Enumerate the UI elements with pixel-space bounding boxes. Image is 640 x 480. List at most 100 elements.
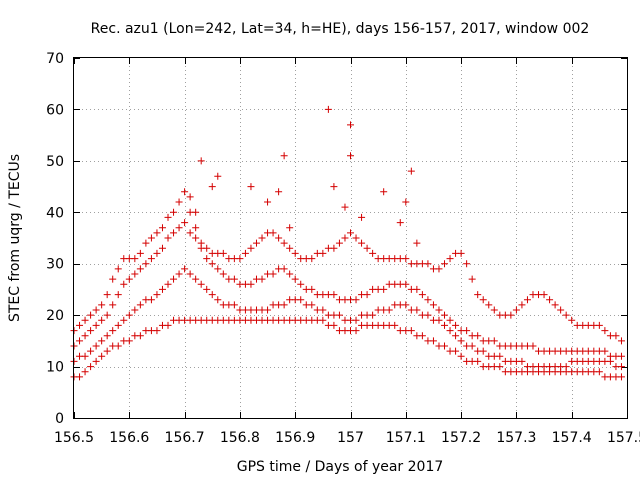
data-point (319, 249, 327, 257)
data-point (380, 188, 388, 196)
x-tick-label: 157.4 (552, 430, 592, 446)
data-point (164, 234, 172, 242)
data-point (441, 342, 449, 350)
data-point (496, 363, 504, 371)
data-point (363, 291, 371, 299)
data-point (529, 342, 537, 350)
data-point (131, 255, 139, 263)
data-point (369, 311, 377, 319)
data-point (98, 352, 106, 360)
data-point (358, 213, 366, 221)
data-point (131, 306, 139, 314)
data-point (474, 357, 482, 365)
data-point (441, 311, 449, 319)
data-point (87, 327, 95, 335)
data-point (330, 321, 338, 329)
data-point (523, 296, 531, 304)
data-point (153, 249, 161, 257)
data-point (125, 337, 133, 345)
data-point (452, 347, 460, 355)
data-point (214, 265, 222, 273)
data-point (341, 234, 349, 242)
data-point (291, 275, 299, 283)
data-point (280, 239, 288, 247)
data-point (208, 183, 216, 191)
data-point (452, 332, 460, 340)
data-point (380, 285, 388, 293)
data-point (369, 249, 377, 257)
data-point (568, 316, 576, 324)
data-point (490, 306, 498, 314)
data-point (446, 316, 454, 324)
x-tick-label: 156.7 (165, 430, 205, 446)
data-point (203, 285, 211, 293)
data-point (595, 321, 603, 329)
data-point (241, 249, 249, 257)
x-tick-label: 157.1 (386, 430, 426, 446)
data-point (81, 368, 89, 376)
data-point (192, 224, 200, 232)
data-point (429, 337, 437, 345)
data-point (402, 280, 410, 288)
data-point (391, 321, 399, 329)
data-point (197, 280, 205, 288)
data-point (617, 337, 625, 345)
data-point (286, 270, 294, 278)
data-point (219, 249, 227, 257)
data-point (230, 301, 238, 309)
data-point (291, 249, 299, 257)
data-point (601, 327, 609, 335)
data-point (319, 316, 327, 324)
data-point (352, 234, 360, 242)
data-point (158, 244, 166, 252)
data-point (407, 167, 415, 175)
data-point (275, 188, 283, 196)
data-point (114, 265, 122, 273)
data-point (269, 270, 277, 278)
data-point (98, 316, 106, 324)
data-point (164, 280, 172, 288)
y-tick-label: 0 (55, 411, 64, 427)
data-point (286, 224, 294, 232)
data-point (269, 229, 277, 237)
data-point (158, 224, 166, 232)
data-point (352, 327, 360, 335)
data-point (341, 203, 349, 211)
data-point (518, 357, 526, 365)
data-point (435, 316, 443, 324)
data-point (252, 239, 260, 247)
data-point (601, 347, 609, 355)
data-point (92, 321, 100, 329)
data-point (186, 270, 194, 278)
data-point (424, 260, 432, 268)
data-point (175, 224, 183, 232)
x-tick-label: 157.5 (607, 430, 640, 446)
data-point (98, 301, 106, 309)
y-tick-label: 30 (46, 257, 64, 273)
data-point (468, 342, 476, 350)
data-point (258, 275, 266, 283)
data-point (76, 321, 84, 329)
data-point (109, 275, 117, 283)
data-point (490, 337, 498, 345)
data-point (170, 275, 178, 283)
data-point (413, 306, 421, 314)
data-point (402, 301, 410, 309)
data-point (181, 219, 189, 227)
data-point (203, 244, 211, 252)
data-point (457, 352, 465, 360)
data-point (452, 321, 460, 329)
y-tick-label: 60 (46, 102, 64, 118)
data-point (507, 311, 515, 319)
data-point (474, 291, 482, 299)
x-tick-label: 157 (337, 430, 364, 446)
data-point (153, 291, 161, 299)
data-point (474, 332, 482, 340)
data-point (258, 234, 266, 242)
data-point (175, 270, 183, 278)
data-point (319, 306, 327, 314)
data-point (335, 311, 343, 319)
data-point (562, 363, 570, 371)
data-point (352, 296, 360, 304)
